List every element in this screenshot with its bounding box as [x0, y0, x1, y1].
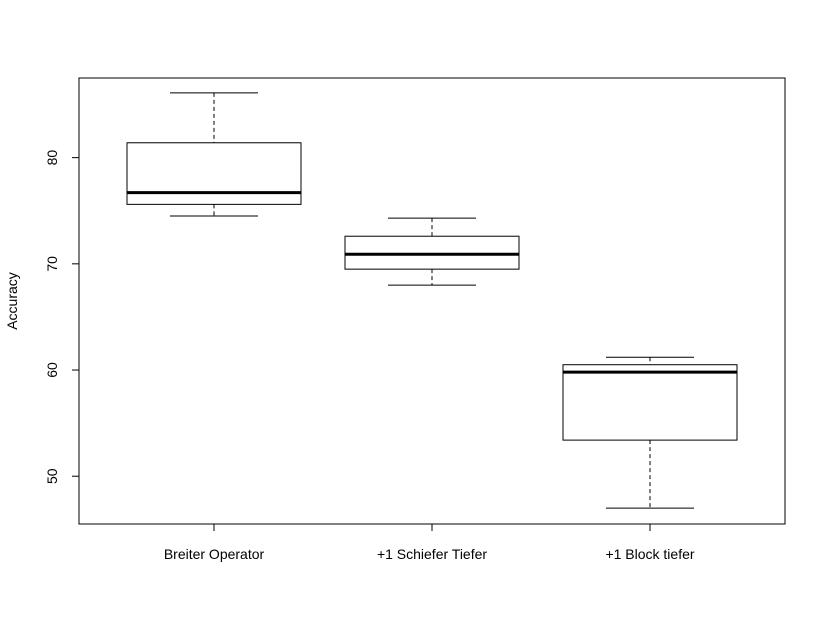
boxes-group — [126, 92, 738, 509]
box-iqr — [562, 364, 738, 441]
x-tick-label: +1 Schiefer Tiefer — [377, 546, 487, 562]
y-axis-label: Accuracy — [4, 272, 20, 330]
box-iqr — [126, 142, 302, 205]
box-iqr — [344, 235, 520, 270]
x-tick-label: +1 Block tiefer — [605, 546, 694, 562]
x-tick-label: Breiter Operator — [164, 546, 265, 562]
y-tick-label: 70 — [44, 256, 60, 272]
y-tick-label: 80 — [44, 150, 60, 166]
y-tick-label: 60 — [44, 362, 60, 378]
y-tick-label: 50 — [44, 468, 60, 484]
x-axis: Breiter Operator +1 Schiefer Tiefer +1 Blo… — [164, 523, 695, 562]
y-axis: 50 60 70 80 — [44, 150, 80, 484]
